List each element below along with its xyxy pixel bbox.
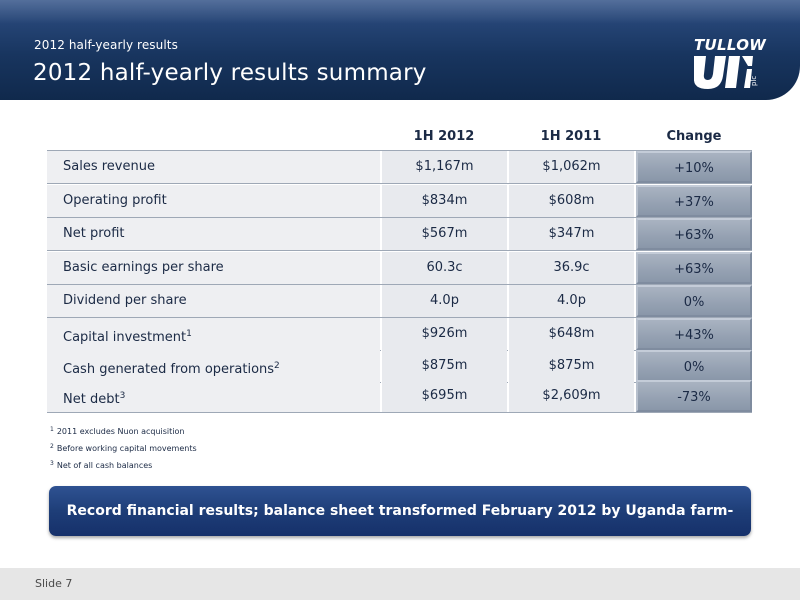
footnote-mark: 2 (274, 361, 280, 371)
slide-footer: Slide 7 (0, 568, 800, 600)
cell-1h-2012: $875m (381, 350, 507, 382)
footnote: 2 Before working capital movements (50, 443, 197, 453)
cell-1h-2011: 4.0p (508, 285, 634, 317)
cell-1h-2011: $1,062m (508, 151, 634, 183)
cell-1h-2012: $695m (381, 380, 507, 412)
cell-change: 0% (636, 350, 752, 382)
table-row: Cash generated from operations2 $875m $8… (47, 350, 752, 383)
row-label: Operating profit (47, 185, 380, 217)
cell-1h-2012: $1,167m (381, 151, 507, 183)
slide-header: 2012 half-yearly results 2012 half-yearl… (0, 0, 800, 100)
column-header-1h-2012: 1H 2012 (413, 129, 475, 144)
logo-wordmark: TULLOW (694, 36, 767, 54)
row-label: Dividend per share (47, 285, 380, 317)
header-kicker: 2012 half-yearly results (34, 38, 178, 52)
cell-change: +10% (636, 151, 752, 183)
tullow-logo: TULLOW plc (684, 36, 767, 94)
cell-1h-2011: $2,609m (508, 380, 634, 412)
slide-title: 2012 half-yearly results summary (33, 60, 427, 86)
cell-change: -73% (636, 380, 752, 412)
cell-1h-2012: $567m (381, 218, 507, 250)
row-label: Net debt3 (47, 380, 380, 412)
row-label: Net profit (47, 218, 380, 250)
column-header-change: Change (666, 129, 722, 144)
key-message-banner: Record financial results; balance sheet … (49, 486, 751, 569)
row-label: Basic earnings per share (47, 252, 380, 284)
table-row: Capital investment1 $926m $648m +43% (47, 318, 752, 351)
table-row: Net profit $567m $347m +63% (47, 218, 752, 251)
cell-1h-2011: $347m (508, 218, 634, 250)
row-label: Cash generated from operations2 (47, 350, 380, 382)
cell-change: +63% (636, 218, 752, 250)
cell-1h-2011: $648m (508, 318, 634, 350)
cell-1h-2012: 60.3c (381, 252, 507, 284)
table-row: Net debt3 $695m $2,609m -73% (47, 380, 752, 413)
cell-1h-2012: 4.0p (381, 285, 507, 317)
cell-change: 0% (636, 285, 752, 317)
cell-1h-2011: $608m (508, 185, 634, 217)
slide-number: Slide 7 (35, 577, 73, 590)
cell-change: +37% (636, 185, 752, 217)
header-sheen (0, 0, 800, 24)
footnote: 3 Net of all cash balances (50, 460, 153, 470)
column-header-1h-2011: 1H 2011 (540, 129, 602, 144)
cell-1h-2011: $875m (508, 350, 634, 382)
table-row: Dividend per share 4.0p 4.0p 0% (47, 285, 752, 318)
cell-change: +63% (636, 252, 752, 284)
row-label: Capital investment1 (47, 318, 380, 350)
footnotes: 1 2011 excludes Nuon acquisition 2 Before … (50, 422, 197, 473)
table-row: Operating profit $834m $608m +37% (47, 185, 752, 218)
logo-plc: plc (750, 76, 758, 86)
table-top-rule (47, 150, 752, 151)
row-label: Sales revenue (47, 151, 380, 183)
footnote-mark: 3 (119, 391, 126, 401)
logo-mark-icon: plc (693, 56, 758, 89)
cell-1h-2012: $926m (381, 318, 507, 350)
table-row: Basic earnings per share 60.3c 36.9c +63… (47, 252, 752, 285)
footnote-mark: 1 (186, 329, 192, 339)
cell-change: +43% (636, 318, 752, 350)
cell-1h-2012: $834m (381, 185, 507, 217)
table-row: Sales revenue $1,167m $1,062m +10% (47, 151, 752, 184)
footnote: 1 2011 excludes Nuon acquisition (50, 426, 185, 436)
cell-1h-2011: 36.9c (508, 252, 634, 284)
